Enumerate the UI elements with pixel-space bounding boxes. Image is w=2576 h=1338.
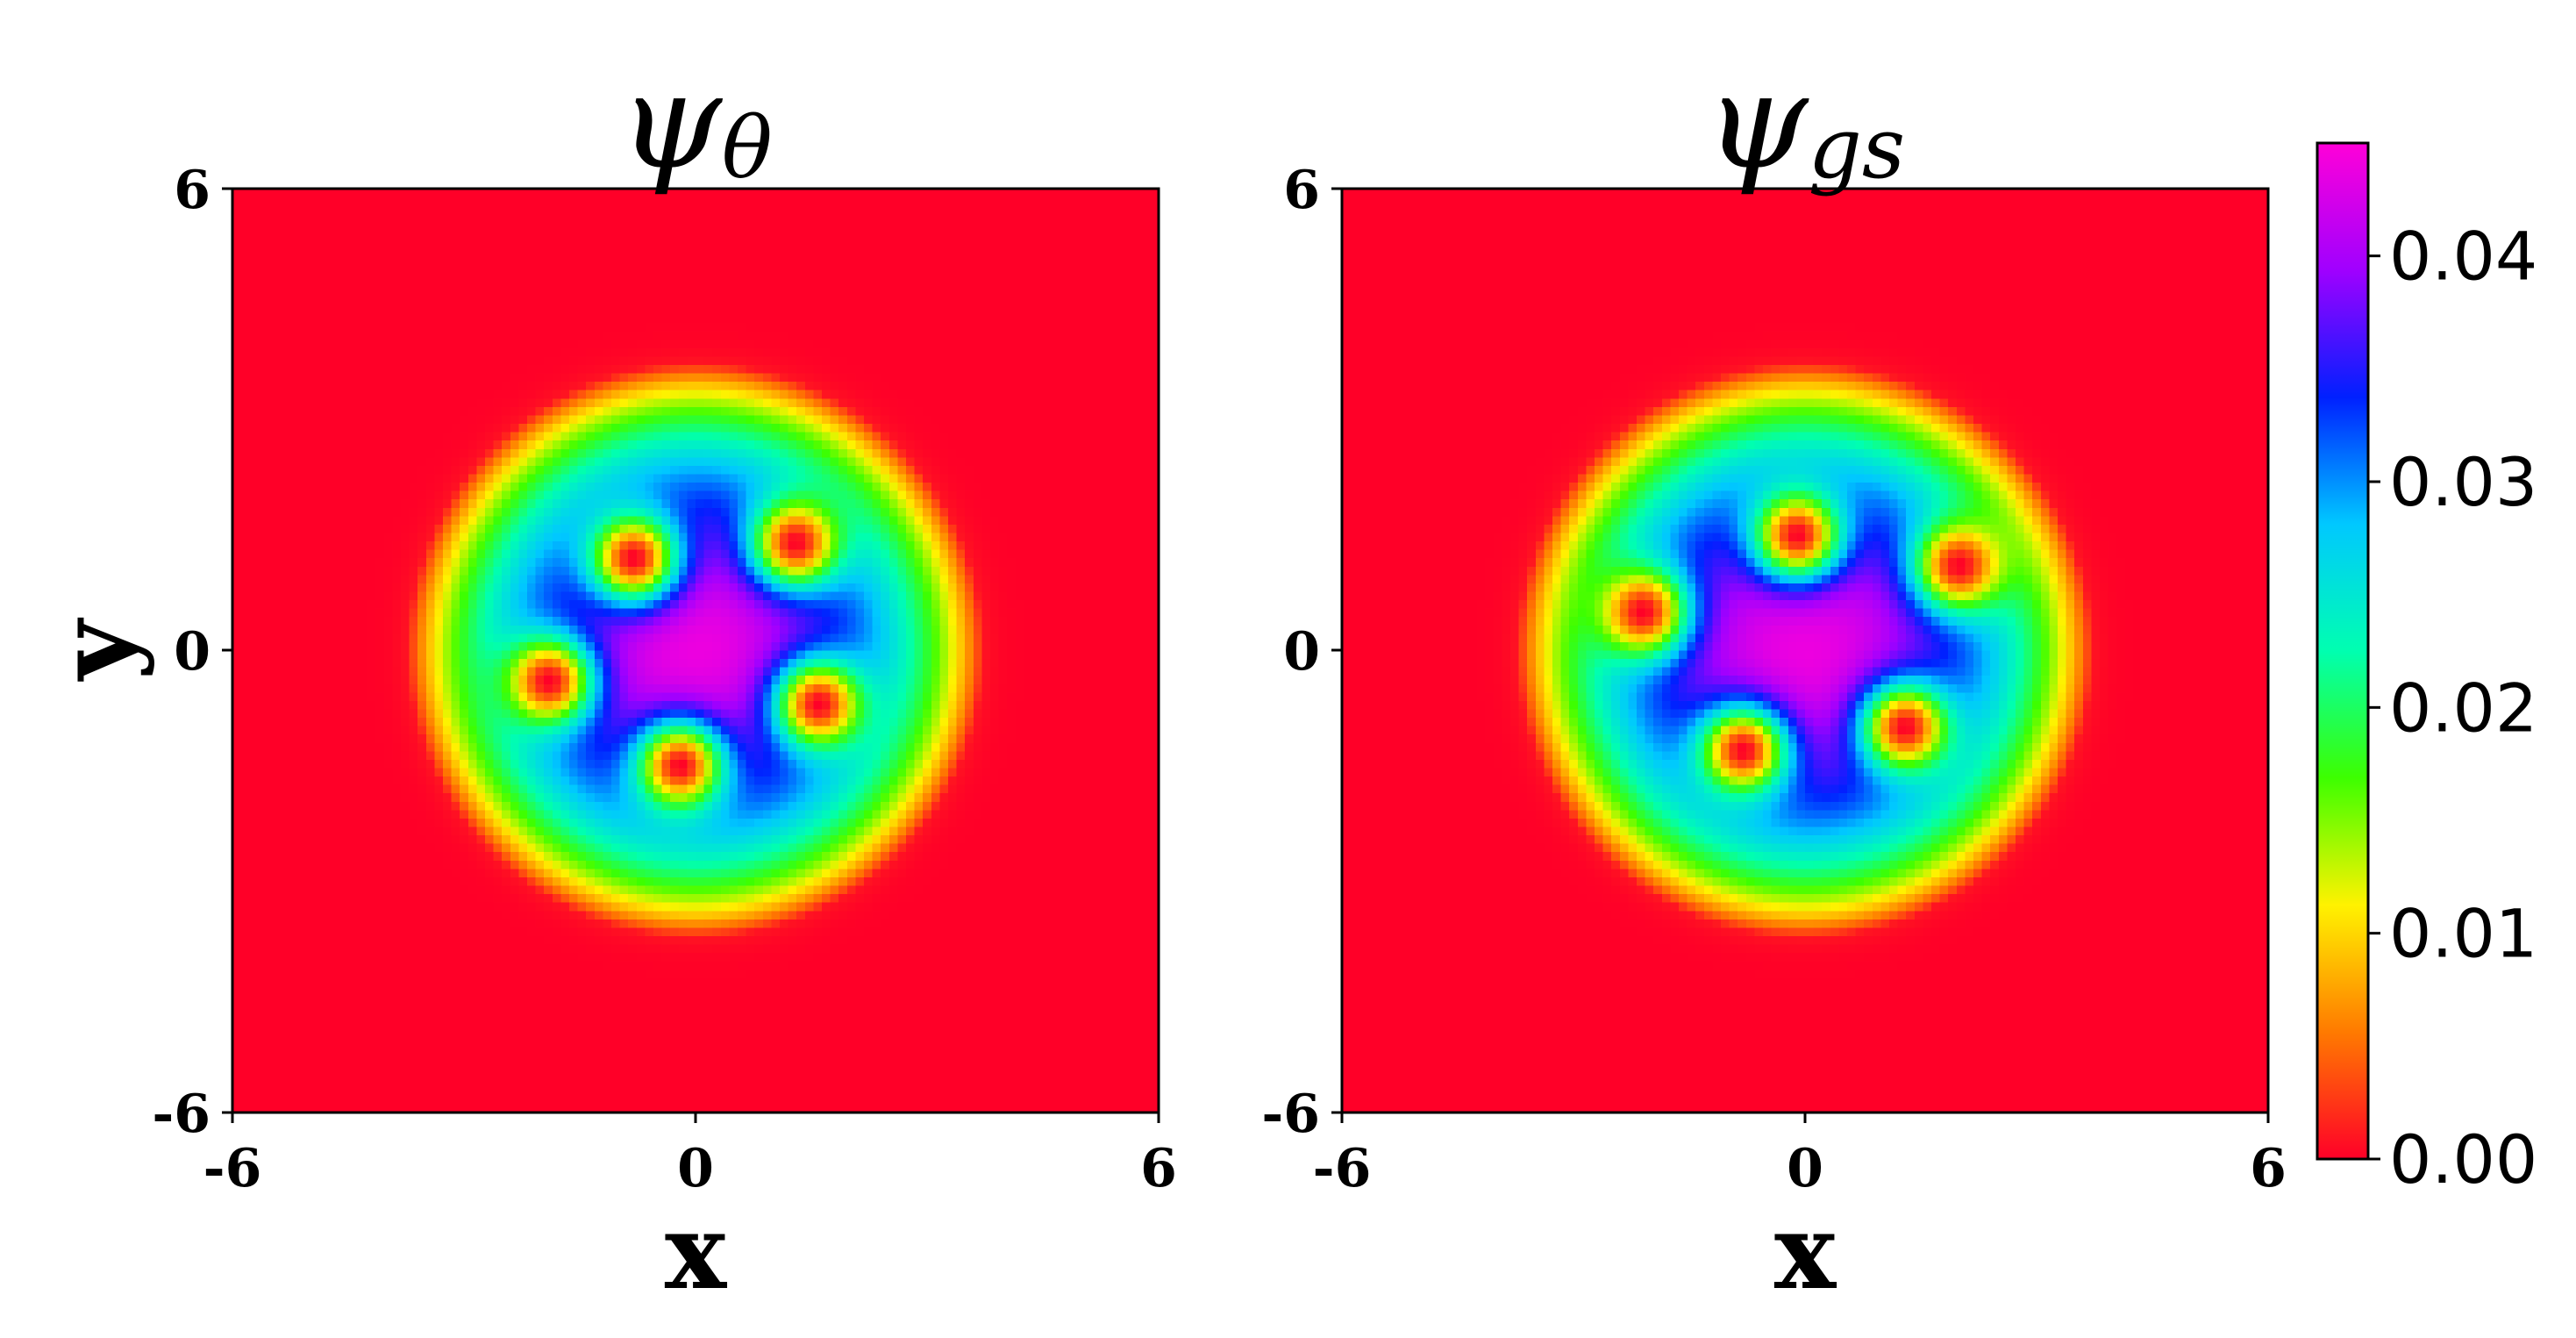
y-tick-label: 6 <box>1283 160 1320 221</box>
heatmap-right <box>1342 189 2268 1113</box>
panel-left: ψθ -6 0 6 -6 0 6 x y <box>34 46 1177 1313</box>
x-tick-label: 0 <box>677 1138 714 1199</box>
title-left: ψθ <box>618 46 772 198</box>
colorbar-tick-label: 0.02 <box>2389 669 2537 747</box>
y-tick-label: -6 <box>1261 1084 1320 1145</box>
y-tick-label: 6 <box>174 160 211 221</box>
title-right: ψgs <box>1705 46 1905 198</box>
x-tick-label: 6 <box>2250 1138 2287 1199</box>
y-tick-label: 0 <box>174 621 211 683</box>
colorbar-tick-label: 0.01 <box>2389 895 2537 973</box>
colorbar-gradient <box>2316 141 2370 1161</box>
panel-right: ψgs -6 0 6 -6 0 6 x <box>1261 46 2287 1313</box>
x-tick-label: -6 <box>203 1138 262 1199</box>
x-axis-label: x <box>665 1191 728 1313</box>
colorbar-tick-label: 0.00 <box>2389 1120 2537 1198</box>
x-tick-label: 6 <box>1140 1138 1177 1199</box>
y-axis-label: y <box>34 617 156 682</box>
colorbar: 0.00 0.01 0.02 0.03 0.04 <box>2316 141 2537 1198</box>
heatmap-left <box>232 189 1159 1113</box>
x-tick-label: -6 <box>1313 1138 1372 1199</box>
colorbar-tick-label: 0.03 <box>2389 443 2537 521</box>
x-axis-label: x <box>1774 1191 1837 1313</box>
colorbar-tick-label: 0.04 <box>2389 218 2537 296</box>
x-tick-label: 0 <box>1787 1138 1823 1199</box>
y-tick-label: -6 <box>152 1084 211 1145</box>
y-tick-label: 0 <box>1283 621 1320 683</box>
